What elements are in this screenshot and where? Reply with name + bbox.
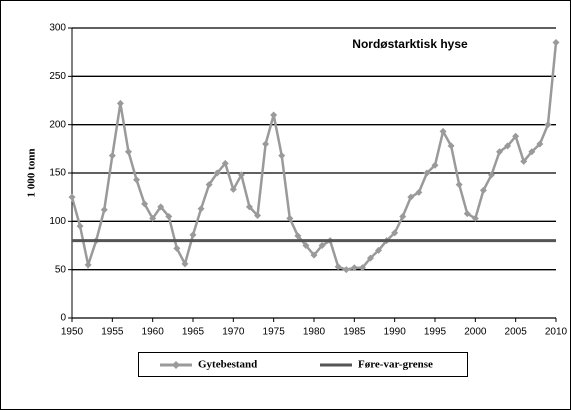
data-point: [245, 203, 253, 211]
x-tick-label: 2010: [545, 327, 568, 338]
y-axis-label: 1 000 tonn: [26, 149, 38, 198]
data-point: [116, 99, 124, 107]
data-point: [173, 244, 181, 252]
x-tick-label: 1960: [142, 327, 165, 338]
y-tick-label: 200: [49, 119, 66, 130]
chart-title: Nordøstarktisk hyse: [352, 37, 468, 51]
legend-marker: [172, 361, 180, 369]
x-tick-label: 1950: [61, 327, 84, 338]
data-point: [149, 214, 157, 222]
y-tick-label: 300: [49, 23, 66, 34]
x-tick-label: 2005: [505, 327, 528, 338]
y-tick-label: 0: [60, 313, 66, 324]
y-tick-label: 100: [49, 216, 66, 227]
data-point: [221, 159, 229, 167]
data-point: [294, 232, 302, 240]
legend-box: [138, 352, 468, 377]
data-point: [84, 261, 92, 269]
data-point: [391, 229, 399, 237]
data-point: [133, 176, 141, 184]
y-tick-label: 150: [49, 168, 66, 179]
data-point: [431, 161, 439, 169]
data-point: [108, 152, 116, 160]
data-point: [536, 140, 544, 148]
data-point: [76, 222, 84, 230]
data-point: [165, 213, 173, 220]
data-point: [68, 193, 76, 201]
x-tick-label: 1995: [424, 327, 447, 338]
data-point: [455, 181, 463, 189]
data-point: [124, 148, 132, 156]
data-point: [504, 142, 512, 150]
data-point: [528, 148, 536, 156]
data-point: [278, 152, 286, 160]
data-point: [286, 214, 294, 222]
data-point: [342, 266, 350, 274]
x-tick-label: 1965: [182, 327, 205, 338]
data-point: [157, 203, 165, 211]
data-point: [189, 231, 197, 239]
data-point: [237, 171, 245, 179]
data-point: [334, 263, 342, 271]
data-point: [447, 142, 455, 150]
data-point: [487, 171, 495, 179]
data-point: [181, 260, 189, 268]
data-point: [213, 169, 221, 177]
data-point: [520, 157, 528, 165]
data-point: [302, 242, 310, 249]
x-tick-label: 1985: [343, 327, 366, 338]
data-point: [544, 121, 552, 129]
data-point: [229, 185, 237, 193]
y-tick-label: 50: [55, 264, 67, 275]
data-point: [254, 212, 262, 220]
data-point: [310, 251, 318, 259]
data-point: [205, 181, 213, 189]
data-point: [463, 210, 471, 218]
x-tick-label: 1970: [222, 327, 245, 338]
legend-label: Gytebestand: [198, 359, 257, 371]
data-point: [552, 39, 560, 46]
data-point: [399, 213, 407, 220]
data-point: [100, 206, 108, 214]
data-point: [141, 200, 149, 208]
y-tick-label: 250: [49, 71, 66, 82]
data-point: [358, 264, 366, 272]
data-point: [366, 254, 374, 262]
x-tick-label: 1975: [263, 327, 286, 338]
data-point: [270, 111, 278, 119]
data-point: [479, 186, 487, 194]
x-tick-label: 1980: [303, 327, 326, 338]
data-point: [439, 127, 447, 135]
data-point: [375, 246, 383, 254]
data-point: [407, 193, 415, 201]
x-tick-label: 1955: [101, 327, 124, 338]
data-point: [471, 214, 479, 222]
data-point: [197, 205, 205, 213]
legend-label: Føre-var-grense: [358, 359, 433, 371]
x-tick-label: 2000: [464, 327, 487, 338]
data-point: [415, 188, 423, 196]
data-point: [512, 132, 520, 140]
data-point: [423, 169, 431, 177]
data-point: [350, 264, 358, 272]
data-point: [318, 242, 326, 249]
x-tick-label: 1990: [384, 327, 407, 338]
data-point: [262, 140, 270, 148]
data-point: [496, 148, 504, 156]
